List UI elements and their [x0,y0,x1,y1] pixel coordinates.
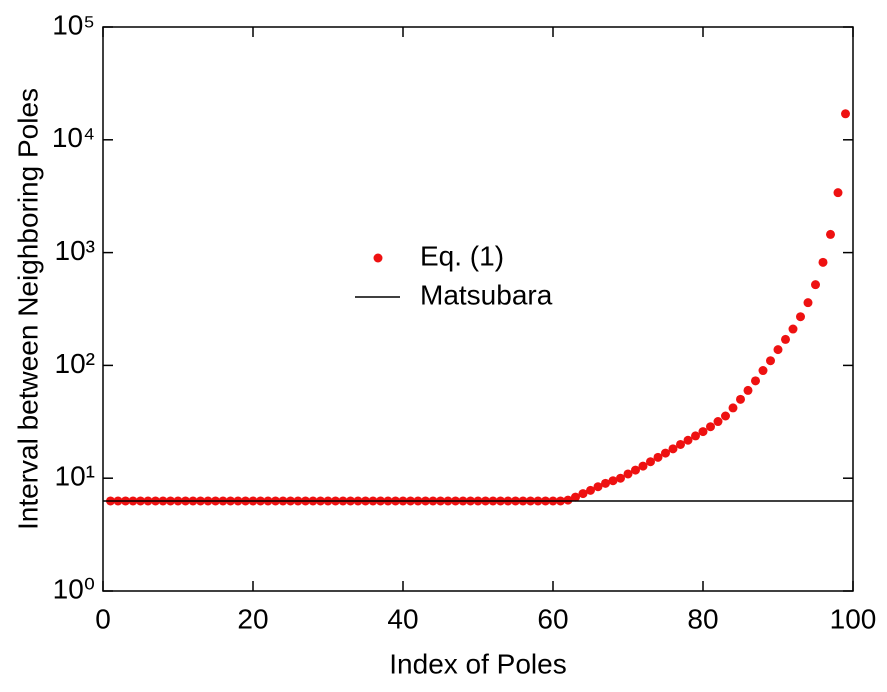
plot-frame [102,26,854,592]
data-point [683,435,693,445]
data-point [631,465,640,475]
data-point [586,485,595,495]
data-point [593,482,603,492]
data-point [661,448,670,458]
data-point [623,469,633,479]
data-point [608,476,618,486]
y-tick-label: 10⁰ [53,573,95,604]
data-point [833,188,843,198]
y-tick-label: 10² [55,348,95,379]
data-point [758,366,768,376]
data-point [743,385,753,395]
data-point [713,417,723,427]
data-point [646,457,655,467]
data-point [563,495,573,505]
x-tick-label: 80 [687,603,718,634]
y-tick-label: 10⁴ [52,122,95,153]
x-tick-label: 100 [830,603,877,634]
data-point [601,478,610,488]
y-tick-label: 10¹ [55,461,95,492]
y-tick-label: 10⁵ [52,9,95,40]
data-point [706,422,715,432]
x-tick-label: 40 [387,603,418,634]
data-point [788,324,798,334]
data-point [803,298,813,308]
data-point [796,312,805,322]
y-tick-label: 10³ [55,235,95,266]
legend-label: Eq. (1) [420,240,504,271]
x-tick-label: 20 [237,603,268,634]
data-point [811,280,820,290]
x-axis-label: Index of Poles [389,648,566,679]
data-point [841,109,850,119]
data-point [691,431,700,441]
data-point [668,444,678,454]
data-point [818,257,828,267]
data-point [736,394,745,404]
data-point [571,492,580,502]
data-point [781,334,790,344]
data-point [751,376,760,386]
data-point [773,345,783,355]
data-point [578,489,588,499]
data-point [676,439,685,449]
x-tick-label: 0 [95,603,111,634]
data-point [698,427,708,437]
y-axis-label: Interval between Neighboring Poles [12,88,43,530]
legend-label: Matsubara [420,279,553,310]
data-point [826,229,835,239]
legend-marker [373,253,383,263]
data-point [728,403,738,413]
data-point [616,473,625,483]
data-point [638,461,648,471]
data-point [653,452,663,462]
data-point [721,411,730,421]
data-point [766,356,775,366]
x-tick-label: 60 [537,603,568,634]
